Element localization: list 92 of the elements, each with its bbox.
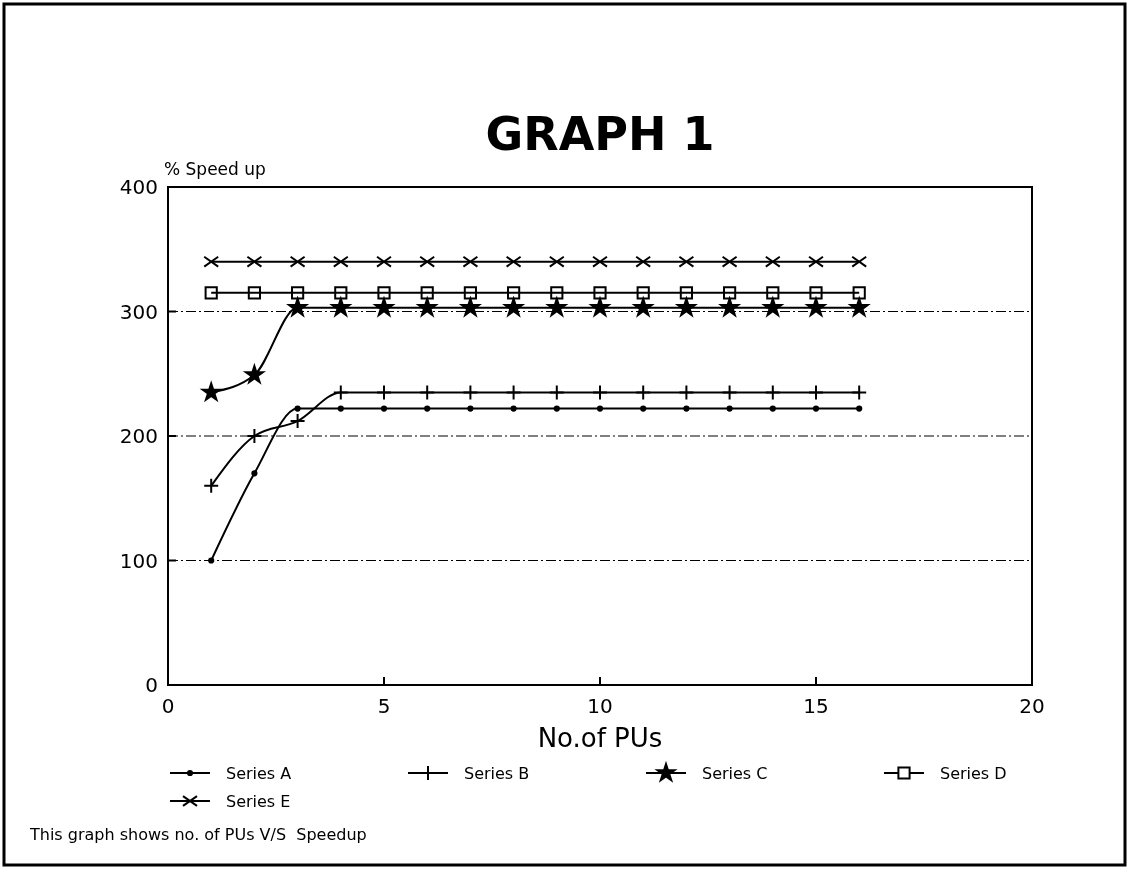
point [246, 428, 263, 444]
point [505, 384, 522, 401]
y-tick-label: 200 [119, 424, 158, 448]
point [550, 286, 564, 300]
point [718, 295, 741, 318]
point [809, 286, 823, 300]
point [678, 384, 695, 401]
point [247, 286, 261, 300]
point [294, 405, 301, 412]
point [507, 286, 521, 300]
point [459, 295, 482, 318]
point [462, 255, 479, 268]
x-tick-label: 0 [161, 694, 175, 718]
point [764, 255, 781, 268]
point [419, 384, 436, 401]
point [332, 255, 349, 268]
point [334, 286, 348, 300]
point [635, 384, 652, 401]
point [199, 380, 223, 403]
legend-label: Series B [464, 763, 530, 783]
point [856, 405, 863, 412]
point [683, 405, 690, 412]
y-tick-label: 100 [119, 548, 158, 573]
point [679, 286, 693, 300]
x-tick-label: 10 [587, 694, 613, 718]
point [675, 295, 698, 318]
point [251, 470, 258, 477]
point [419, 255, 436, 268]
x-tick-label: 15 [803, 694, 829, 718]
point [462, 384, 479, 401]
point [808, 384, 824, 401]
point [420, 286, 434, 300]
point [203, 255, 220, 268]
point [424, 405, 431, 412]
point [678, 255, 695, 268]
point [592, 255, 608, 268]
point [329, 295, 353, 318]
point [721, 384, 738, 401]
point [502, 295, 525, 318]
point [377, 286, 391, 300]
point [337, 405, 344, 412]
point [208, 557, 215, 564]
point [286, 295, 309, 318]
point [545, 295, 569, 318]
point [761, 295, 785, 318]
point [553, 405, 560, 412]
point [851, 255, 868, 268]
point [376, 384, 392, 401]
text: This graph shows no. of PUs V/S Speedup [29, 825, 367, 844]
point [851, 384, 868, 401]
point [812, 405, 820, 412]
point [723, 286, 737, 300]
point [726, 405, 733, 412]
point [380, 405, 388, 412]
point [769, 405, 776, 412]
point [505, 255, 522, 268]
point [852, 286, 866, 300]
point [721, 255, 738, 268]
point [808, 255, 824, 268]
point [592, 384, 608, 401]
point [510, 405, 517, 412]
y-axis-title: % Speed up [164, 159, 266, 179]
point [640, 405, 647, 412]
legend-label: Series A [226, 763, 292, 783]
legend-label: Series D [940, 763, 1007, 783]
x-tick-label: 5 [377, 694, 391, 718]
x-tick-label: 20 [1019, 694, 1045, 718]
chart-title: GRAPH 1 [485, 107, 715, 161]
point [766, 286, 780, 300]
point [203, 477, 220, 494]
point [636, 286, 650, 300]
point [467, 405, 474, 412]
y-tick-label: 400 [119, 175, 158, 199]
point [291, 286, 305, 300]
point [332, 384, 349, 401]
point [289, 413, 306, 430]
point [596, 405, 604, 412]
y-tick-label: 300 [119, 299, 158, 324]
y-tick-label: 0 [145, 673, 158, 697]
legend-label: Series E [226, 791, 291, 811]
point [204, 286, 218, 300]
point [548, 255, 565, 268]
point [289, 255, 306, 268]
x-axis-title: No.of PUs [537, 723, 663, 753]
point [635, 255, 652, 268]
point [764, 384, 781, 401]
point [376, 255, 392, 268]
point [463, 286, 477, 300]
point [246, 255, 263, 268]
point [593, 286, 607, 300]
point [548, 384, 565, 401]
legend-label: Series C [702, 763, 768, 783]
